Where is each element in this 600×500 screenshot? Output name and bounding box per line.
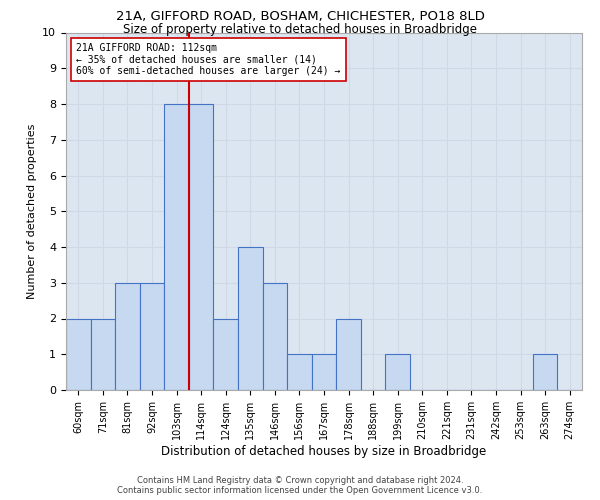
- Bar: [312, 354, 336, 390]
- Bar: [533, 354, 557, 390]
- Bar: [189, 104, 214, 390]
- Text: Contains HM Land Registry data © Crown copyright and database right 2024.
Contai: Contains HM Land Registry data © Crown c…: [118, 476, 482, 495]
- Bar: [263, 283, 287, 390]
- Bar: [140, 283, 164, 390]
- Bar: [238, 247, 263, 390]
- Bar: [336, 318, 361, 390]
- Bar: [214, 318, 238, 390]
- Text: 21A, GIFFORD ROAD, BOSHAM, CHICHESTER, PO18 8LD: 21A, GIFFORD ROAD, BOSHAM, CHICHESTER, P…: [116, 10, 484, 23]
- Bar: [91, 318, 115, 390]
- Text: 21A GIFFORD ROAD: 112sqm
← 35% of detached houses are smaller (14)
60% of semi-d: 21A GIFFORD ROAD: 112sqm ← 35% of detach…: [76, 43, 341, 76]
- Bar: [115, 283, 140, 390]
- Bar: [287, 354, 312, 390]
- Y-axis label: Number of detached properties: Number of detached properties: [27, 124, 37, 299]
- X-axis label: Distribution of detached houses by size in Broadbridge: Distribution of detached houses by size …: [161, 444, 487, 458]
- Text: Size of property relative to detached houses in Broadbridge: Size of property relative to detached ho…: [123, 22, 477, 36]
- Bar: [66, 318, 91, 390]
- Bar: [164, 104, 189, 390]
- Bar: [385, 354, 410, 390]
